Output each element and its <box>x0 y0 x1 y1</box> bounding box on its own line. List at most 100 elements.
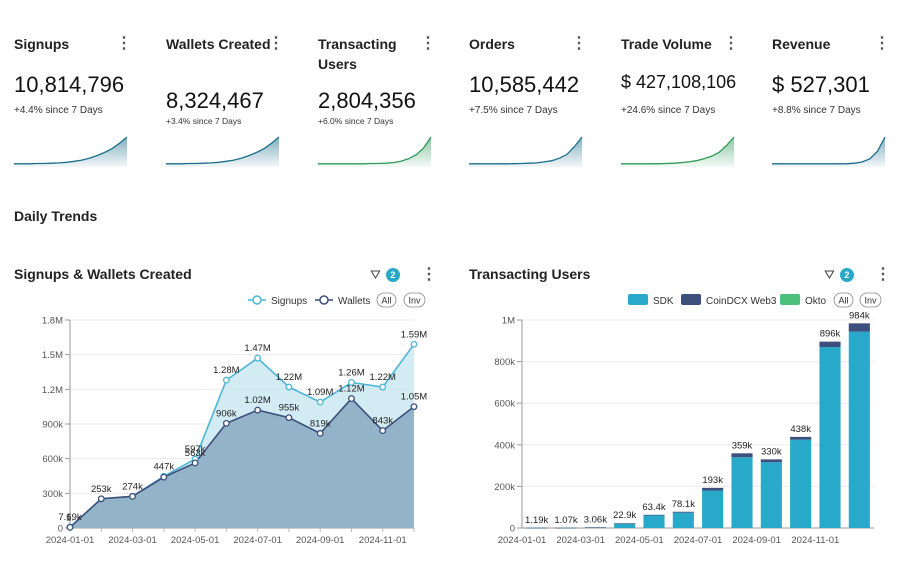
kpi-value: 2,804,356 <box>318 88 416 113</box>
data-label-signups: 447k <box>154 461 175 472</box>
kpi-card-4: Trade Volume ⋮ $ 427,108,106 +24.6% since 7… <box>621 30 751 175</box>
bar-sdk <box>614 523 636 528</box>
sparkline-line <box>14 136 128 165</box>
bar-sdk <box>848 331 870 528</box>
bar-coindcx-web3 <box>614 523 636 524</box>
bar-coindcx-web3 <box>760 459 782 463</box>
kpi-sparkline <box>772 136 886 167</box>
bar-coindcx-web3 <box>555 527 577 529</box>
legend-marker <box>319 295 329 305</box>
point-wallets <box>66 523 74 531</box>
bar-coindcx-web3 <box>672 511 694 513</box>
data-label-signups: 1.26M <box>338 367 364 378</box>
legend-inv-button[interactable]: Inv <box>864 296 877 306</box>
x-tick-label: 2024-05-01 <box>615 535 664 546</box>
x-tick-label: 2024-07-01 <box>674 535 723 546</box>
y-tick-label: 600k <box>494 399 515 410</box>
legend-button <box>859 292 882 308</box>
bar-coindcx-web3 <box>702 487 724 491</box>
y-tick-label: 0 <box>58 524 63 535</box>
data-label-wallets: 955k <box>279 403 300 414</box>
x-tick-label: 2024-09-01 <box>296 535 345 546</box>
kpi-more-icon[interactable]: ⋮ <box>116 35 132 52</box>
y-tick-label: 200k <box>494 482 515 493</box>
x-tick-label: 2024-01-01 <box>498 535 547 546</box>
sparkline-area <box>318 137 431 167</box>
bar-total-label: 896k <box>820 329 841 340</box>
kpi-title: Revenue <box>772 36 831 52</box>
bar-coindcx-web3 <box>526 527 548 529</box>
bar-coindcx-web3 <box>848 323 870 332</box>
bar-coindcx-web3 <box>584 527 606 528</box>
legend-inv-button[interactable]: Inv <box>408 296 421 306</box>
legend-label-signups: Signups <box>271 296 307 307</box>
data-label-wallets: 563k <box>185 448 206 459</box>
data-label-signups: 1.28M <box>213 365 239 376</box>
point-signups <box>222 376 230 384</box>
y-tick-label: 800k <box>494 357 515 368</box>
legend-swatch <box>628 294 648 305</box>
bar-total-label: 1.07k <box>554 515 577 526</box>
kpi-more-icon[interactable]: ⋮ <box>268 35 284 52</box>
kpi-title: Trade Volume <box>621 36 712 52</box>
bar-sdk <box>672 512 694 528</box>
bar-total-label: 1.19k <box>525 515 548 526</box>
kpi-more-icon[interactable]: ⋮ <box>420 35 436 52</box>
bar-sdk <box>643 515 665 528</box>
data-label-signups: 1.22M <box>370 372 396 383</box>
y-tick-label: 900k <box>42 420 63 431</box>
y-tick-label: 1M <box>502 316 515 327</box>
kpi-title: Transacting Users <box>318 36 397 72</box>
data-label-wallets: 1.02M <box>244 395 270 406</box>
sparkline-area <box>166 137 279 167</box>
bar-coindcx-web3 <box>731 453 753 458</box>
point-signups <box>379 383 387 391</box>
x-tick-label: 2024-11-01 <box>359 535 407 546</box>
legend-all-button[interactable]: All <box>381 296 391 306</box>
point-signups <box>410 340 418 348</box>
filter-button-left[interactable]: ⛛ 2 <box>370 266 400 284</box>
kpi-sparkline <box>318 136 432 167</box>
sparkline-line <box>318 136 432 165</box>
kpi-value: $ 527,301 <box>772 72 870 97</box>
legend-all-button[interactable]: All <box>838 296 848 306</box>
chart-title-signups-wallets: Signups & Wallets Created <box>14 266 192 282</box>
legend-button <box>403 292 426 308</box>
kpi-delta: +3.4% since 7 Days <box>166 116 242 126</box>
legend-label: Okto <box>805 296 827 307</box>
y-tick-label: 600k <box>42 454 63 465</box>
kpi-delta: +6.0% since 7 Days <box>318 116 394 126</box>
point-wallets <box>379 427 387 435</box>
bar-sdk <box>702 490 724 528</box>
kpi-more-icon[interactable]: ⋮ <box>723 35 739 52</box>
kpi-more-icon[interactable]: ⋮ <box>571 35 587 52</box>
legend-label: CoinDCX Web3 <box>706 296 777 307</box>
legend-label: SDK <box>653 296 674 307</box>
more-options-icon[interactable]: ⋮ <box>875 266 891 283</box>
point-wallets <box>129 492 136 500</box>
filter-icon: ⛛ <box>824 267 835 282</box>
sparkline-area <box>621 137 734 167</box>
y-tick-label: 1.8M <box>42 316 63 327</box>
data-label-wallets: 906k <box>216 408 237 419</box>
point-wallets <box>222 419 230 427</box>
data-label-signups: 1.22M <box>276 372 302 383</box>
data-label-signups: 7.69k <box>58 512 81 523</box>
more-options-icon[interactable]: ⋮ <box>421 266 437 283</box>
x-tick-label: 2024-07-01 <box>233 535 282 546</box>
filter-button-right[interactable]: ⛛ 2 <box>824 266 854 284</box>
kpi-card-5: Revenue ⋮ $ 527,301 +8.8% since 7 Days <box>772 30 900 175</box>
kpi-value: 10,814,796 <box>14 72 125 97</box>
filter-count-badge: 2 <box>385 268 400 282</box>
point-wallets <box>97 495 105 503</box>
data-label-wallets: 819k <box>310 418 331 429</box>
point-wallets <box>254 406 262 414</box>
section-title: Daily Trends <box>14 208 98 224</box>
x-tick-label: 2024-03-01 <box>108 535 157 546</box>
data-label-signups: 1.47M <box>244 343 270 354</box>
data-label-signups: 1.59M <box>401 329 427 340</box>
point-signups <box>316 398 324 406</box>
kpi-value: 8,324,467 <box>166 88 264 113</box>
kpi-more-icon[interactable]: ⋮ <box>874 35 890 52</box>
data-label-signups: 253k <box>91 484 112 495</box>
